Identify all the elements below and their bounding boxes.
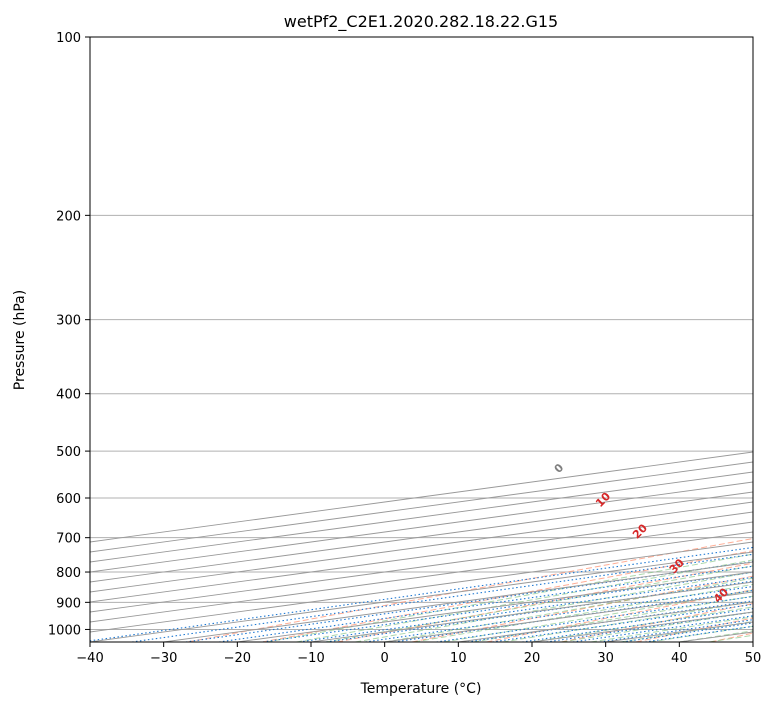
y-tick-label: 300: [56, 314, 81, 329]
isotherm-line: [90, 461, 753, 553]
mixing-ratio-line: [131, 553, 753, 642]
mixing-ratio-line: [522, 608, 753, 642]
y-tick-label: 900: [56, 596, 81, 611]
y-tick-label: 500: [56, 445, 81, 460]
y-tick-label: 400: [56, 388, 81, 403]
isotherm-line: [90, 481, 753, 573]
y-axis-label: Pressure (hPa): [12, 290, 28, 390]
x-axis-label: Temperature (°C): [360, 681, 482, 697]
y-tick-label: 100: [56, 31, 81, 46]
y-tick-label: 600: [56, 492, 81, 507]
chart-title: wetPf2_C2E1.2020.282.18.22.G15: [284, 12, 558, 32]
dry-adiabat-line: [486, 589, 753, 642]
x-tick-label: 20: [524, 651, 541, 666]
y-tick-label: 1000: [48, 623, 81, 638]
y-tick-label: 200: [56, 209, 81, 224]
x-tick-label: 50: [745, 651, 762, 666]
dry-adiabat-line: [187, 538, 753, 642]
x-tick-label: 40: [671, 651, 688, 666]
moist-adiabat-line: [296, 559, 753, 642]
moist-adiabat-line: [355, 571, 753, 642]
y-tick-label: 800: [56, 566, 81, 581]
y-tick-label: 700: [56, 532, 81, 547]
isotherm-line: [90, 531, 753, 623]
isotherm-line: [90, 521, 753, 613]
isotherm-line: [90, 471, 753, 563]
dry-adiabat-line: [262, 550, 753, 642]
x-tick-label: 10: [450, 651, 467, 666]
x-tick-label: −10: [297, 651, 324, 666]
moist-adiabat-line: [384, 577, 753, 642]
x-tick-label: 30: [597, 651, 614, 666]
x-tick-label: −30: [150, 651, 177, 666]
plot-frame: [89, 36, 754, 643]
isotherm-line: [90, 501, 753, 593]
moist-adiabat-line: [266, 553, 753, 642]
isotherm-line: [90, 511, 753, 603]
x-tick-label: −40: [76, 651, 103, 666]
mixing-ratio-line: [90, 546, 753, 642]
x-tick-label: 0: [381, 651, 389, 666]
mixing-ratio-line: [492, 603, 753, 642]
isotherm-line: [90, 491, 753, 583]
isotherm-line: [90, 451, 753, 543]
x-tick-label: −20: [224, 651, 251, 666]
mixing-ratio-line: [436, 595, 753, 642]
